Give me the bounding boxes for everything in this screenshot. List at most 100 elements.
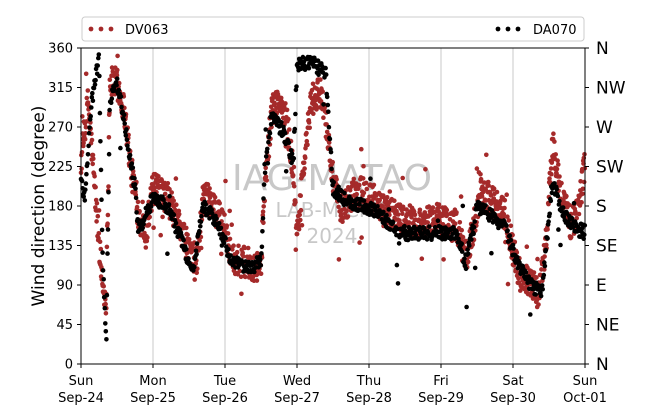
data-point-da070 <box>326 124 332 130</box>
data-point-da070 <box>103 321 108 326</box>
data-point-dv063 <box>330 159 336 165</box>
data-point-dv063 <box>557 174 562 179</box>
data-point-da070 <box>125 143 130 148</box>
data-point-da070 <box>161 197 166 202</box>
data-point-dv063 <box>478 176 484 182</box>
data-point-dv063 <box>222 212 227 217</box>
data-point-da070 <box>132 176 137 181</box>
watermark-line-3: 2024 <box>307 224 358 248</box>
data-point-dv063 <box>338 211 344 217</box>
data-point-dv063 <box>106 135 112 140</box>
data-point-da070 <box>292 126 298 132</box>
data-point-dv063 <box>185 232 190 237</box>
data-point-dv063 <box>307 125 313 131</box>
data-point-dv063 <box>79 150 85 155</box>
data-point-dv063 <box>381 193 386 198</box>
data-point-dv063 <box>542 254 547 259</box>
data-point-da070 <box>569 215 575 221</box>
data-point-dv063 <box>224 223 230 228</box>
data-point-da070 <box>291 156 297 161</box>
data-point-dv063 <box>225 231 231 236</box>
data-point-dv063 <box>518 288 523 293</box>
data-point-da070 <box>126 147 131 153</box>
data-point-da070 <box>97 73 102 79</box>
compass-label: NE <box>596 316 619 336</box>
data-point-dv063 <box>152 185 158 190</box>
data-point-dv063 <box>301 170 307 176</box>
data-point-dv063 <box>502 197 508 203</box>
data-point-dv063 <box>293 200 298 205</box>
data-point-dv063 <box>144 238 150 244</box>
data-point-dv063 <box>545 227 550 232</box>
data-point-da070 <box>394 262 400 268</box>
data-point-dv063 <box>549 171 554 177</box>
data-point-da070 <box>260 216 266 221</box>
data-point-da070 <box>216 220 222 226</box>
data-point-da070 <box>489 250 494 256</box>
data-point-dv063 <box>326 140 332 145</box>
data-point-da070 <box>262 170 268 176</box>
data-point-da070 <box>368 176 373 181</box>
data-point-dv063 <box>254 278 260 283</box>
data-point-da070 <box>361 198 367 203</box>
data-point-da070 <box>465 251 471 257</box>
x-tick-label-date: Sep-27 <box>274 391 320 406</box>
data-point-dv063 <box>364 186 370 192</box>
x-tick-label-weekday: Mon <box>139 374 166 389</box>
data-point-da070 <box>515 254 520 260</box>
data-point-dv063 <box>227 236 233 242</box>
data-point-da070 <box>203 202 208 207</box>
x-tick-label-weekday: Thu <box>356 374 381 389</box>
data-point-da070 <box>261 196 266 201</box>
data-point-da070 <box>282 130 288 136</box>
data-point-dv063 <box>181 221 187 227</box>
data-point-dv063 <box>261 220 266 226</box>
data-point-da070 <box>132 182 138 187</box>
data-point-da070 <box>528 312 533 317</box>
data-point-dv063 <box>298 193 304 198</box>
data-point-dv063 <box>404 207 409 212</box>
data-point-dv063 <box>302 155 308 161</box>
data-point-da070 <box>85 152 91 157</box>
data-point-da070 <box>582 232 587 237</box>
data-point-dv063 <box>278 95 284 101</box>
data-point-dv063 <box>95 213 101 219</box>
y-axis-right-compass: N NE E SE S SW W NW N <box>585 39 626 375</box>
data-point-da070 <box>121 117 126 122</box>
data-point-da070 <box>293 111 298 117</box>
data-point-da070 <box>123 133 129 138</box>
data-point-dv063 <box>91 156 96 161</box>
data-point-dv063 <box>552 139 557 144</box>
data-point-da070 <box>104 337 109 342</box>
data-point-da070 <box>81 194 86 199</box>
data-point-da070 <box>279 120 284 125</box>
data-point-da070 <box>266 139 271 145</box>
data-point-dv063 <box>356 186 361 191</box>
data-point-da070 <box>141 221 146 227</box>
data-point-dv063 <box>578 179 583 184</box>
data-point-da070 <box>510 242 516 248</box>
data-point-da070 <box>258 263 264 268</box>
data-point-dv063 <box>359 146 364 152</box>
data-point-da070 <box>395 281 401 286</box>
y-tick-label: 360 <box>48 42 73 57</box>
data-point-da070 <box>173 220 179 226</box>
data-point-dv063 <box>85 88 91 93</box>
data-point-dv063 <box>235 272 241 277</box>
compass-label: S <box>596 197 607 217</box>
data-point-dv063 <box>98 246 104 252</box>
data-point-dv063 <box>478 172 483 177</box>
data-point-da070 <box>106 189 111 195</box>
data-point-dv063 <box>536 302 541 307</box>
data-point-dv063 <box>460 234 466 240</box>
data-point-dv063 <box>146 222 152 227</box>
data-point-da070 <box>98 167 104 173</box>
data-point-da070 <box>83 187 88 192</box>
data-point-da070 <box>286 140 292 145</box>
data-point-dv063 <box>486 183 491 188</box>
data-point-dv063 <box>400 211 405 216</box>
data-point-da070 <box>101 277 106 282</box>
data-point-dv063 <box>310 81 316 87</box>
legend-marker-da070 <box>495 26 501 32</box>
data-point-dv063 <box>217 201 222 206</box>
